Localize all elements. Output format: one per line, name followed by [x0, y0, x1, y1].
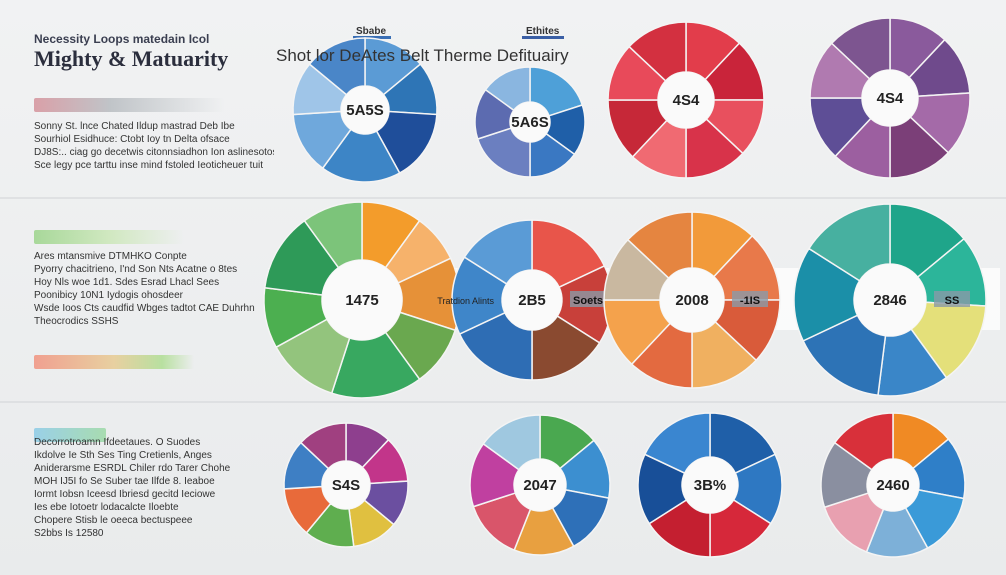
donut-hole — [854, 264, 926, 336]
text-line: Decorrotroamn Ifdeetaues. O Suodes — [34, 437, 201, 448]
side-label-box — [570, 291, 606, 307]
text-line: S2bbs Is 12580 — [34, 528, 104, 539]
center-label: 4S4 — [673, 92, 700, 109]
text-line: Pyorry chacitrieno, I'nd Son Nts Acatne … — [34, 264, 238, 275]
side-label-box — [934, 291, 970, 307]
donut-hole — [322, 260, 402, 340]
text-block: Decorrotroamn Ifdeetaues. O Suodes Ikdolv… — [34, 436, 274, 540]
accent-bar — [34, 98, 224, 112]
column-mark — [522, 36, 564, 39]
text-line: Poonibicy 10N1 Iydogis ohosdeer — [34, 290, 183, 301]
text-line: Wsde Ioos Cts caudfid Wbges tadtot CAE D… — [34, 303, 255, 314]
center-label: 2047 — [523, 477, 556, 494]
center-label: 1475 — [345, 292, 378, 309]
donut-hole — [502, 270, 562, 330]
accent-bar — [34, 428, 106, 442]
donut-hole — [322, 461, 370, 509]
column-mark — [353, 36, 391, 39]
subtitle: Shot lor DeAtes Belt Therme Defituairy — [276, 46, 569, 65]
text-line: Sonny St. lnce Chated Ildup mastrad Deb … — [34, 121, 235, 132]
center-label: 5A5S — [346, 102, 384, 119]
donut-hole — [658, 72, 714, 128]
center-label: 2B5 — [518, 292, 546, 309]
text-line: Chopere Stisb le oeeca bectuspeee — [34, 515, 193, 526]
center-label: 3B% — [694, 477, 727, 494]
note: Tratdion Alints — [437, 296, 494, 306]
donut-hole — [510, 102, 550, 142]
accent-bar — [34, 230, 184, 244]
donut-hole — [682, 457, 738, 513]
text-block: Sonny St. lnce Chated Ildup mastrad Deb … — [34, 120, 274, 172]
donut-hole — [660, 268, 724, 332]
center-label: 5A6S — [511, 114, 549, 131]
text-line: Iormt Iobsn Iceesd Ibriesd gecitd Ieciow… — [34, 489, 216, 500]
donut-hole — [867, 459, 919, 511]
column-label: Sbabe — [356, 26, 387, 37]
accent-bar — [34, 355, 194, 369]
center-label: 2460 — [876, 477, 909, 494]
donut-hole — [514, 459, 566, 511]
column-label: Ethites — [526, 26, 560, 37]
donut-segment — [463, 219, 533, 285]
text-line: DJ8S:.. ciag go decetwis citonnsiadhon I… — [34, 147, 274, 158]
title: Mighty & Matuarity — [34, 46, 229, 71]
kicker: Necessity Loops matedain Icol — [34, 32, 210, 46]
text-line: Theocrodics SSHS — [34, 316, 119, 327]
side-label: -1IS — [740, 295, 760, 307]
text-line: Ies ebe Iotoetr lodacalcte Iloebte — [34, 502, 179, 513]
donut-hole — [862, 70, 918, 126]
text-line: Aniderarsme ESRDL Chiler rdo Tarer Chohe — [34, 463, 231, 474]
text-block: Ares mtansmive DTMHKO Conpte Pyorry chaci… — [34, 250, 274, 328]
text-line: Sourhiol Esidhuce: Ctobt Ioy tn Delta of… — [34, 134, 230, 145]
side-label: SS — [945, 295, 960, 307]
center-label: 4S4 — [877, 90, 904, 107]
side-label: Soets — [573, 295, 603, 307]
center-label: 2846 — [873, 292, 906, 309]
text-line: Ikdolve Ie Sth Ses Ting Cretienls, Anges — [34, 450, 212, 461]
text-line: Ares mtansmive DTMHKO Conpte — [34, 251, 187, 262]
text-line: MOH IJ5I fo Se Suber tae Ilfde 8. Ieaboe — [34, 476, 215, 487]
center-label: S4S — [332, 477, 360, 494]
text-line: Sce legy pce tarttu inse mind fstoled Ie… — [34, 160, 264, 171]
side-label-box — [732, 291, 768, 307]
center-label: 2008 — [675, 292, 708, 309]
text-line: Hoy Nls woe 1d1. Sdes Esrad Lhacl Sees — [34, 277, 220, 288]
donut-hole — [341, 86, 389, 134]
